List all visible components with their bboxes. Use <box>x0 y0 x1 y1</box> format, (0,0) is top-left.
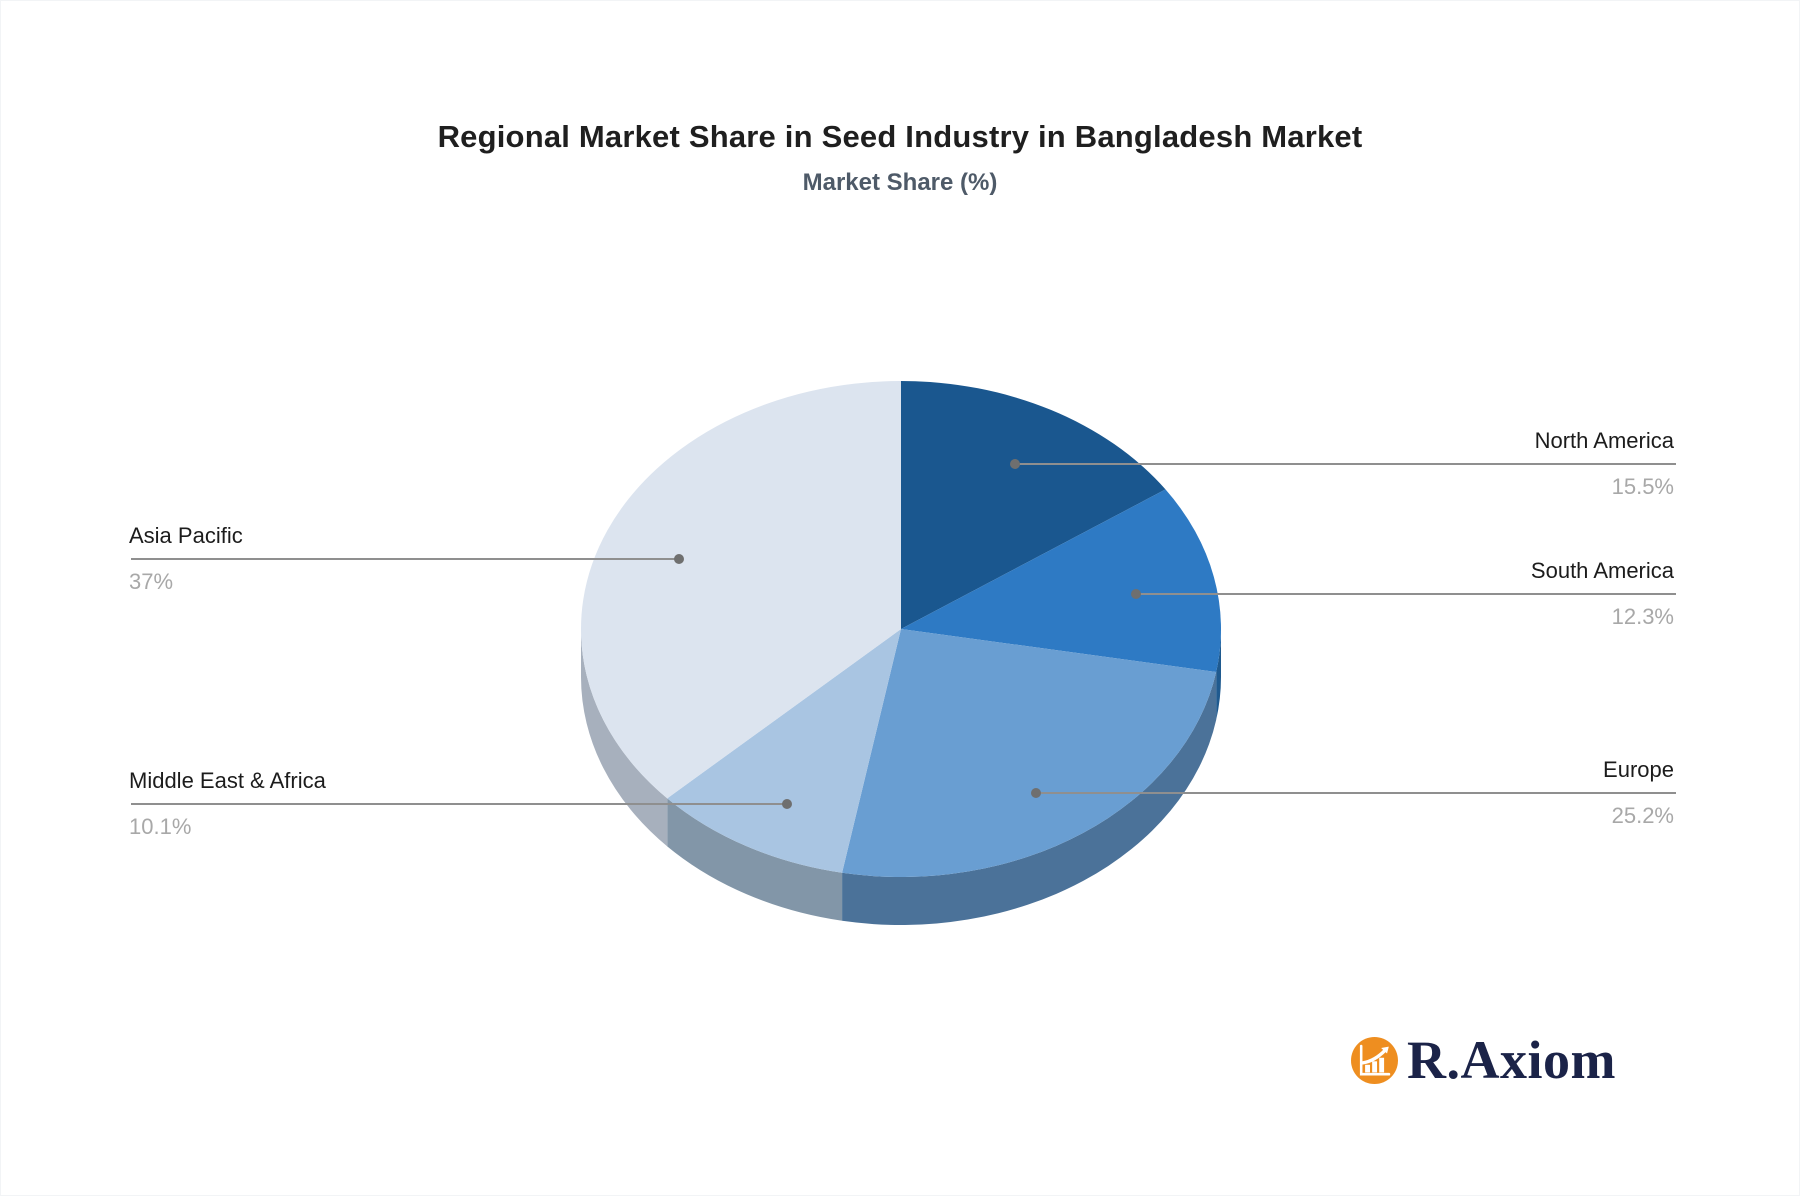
callout-dot-middle-east-africa <box>782 799 792 809</box>
pie-slice-south-america[interactable] <box>901 489 1222 672</box>
pie-slice-side-south-america <box>1216 629 1221 720</box>
pie-slice-side-europe <box>842 671 1217 926</box>
callout-value-north-america: 15.5% <box>1611 474 1674 499</box>
callout-dot-north-america <box>1010 459 1020 469</box>
bar-chart-growth-icon <box>1351 1037 1398 1084</box>
pie-slice-europe[interactable] <box>842 629 1217 878</box>
chart-subtitle: Market Share (%) <box>802 169 998 196</box>
chart-title: Regional Market Share in Seed Industry i… <box>437 119 1363 154</box>
callout-value-middle-east-africa: 10.1% <box>129 814 192 839</box>
pie-slice-asia-pacific[interactable] <box>580 380 901 799</box>
callout-label-north-america: North America <box>1534 428 1674 453</box>
pie-slice-side-middle-east-africa <box>667 798 843 921</box>
brand-logo: R.Axiom <box>1351 1030 1616 1090</box>
brand-logo-text: R.Axiom <box>1407 1030 1616 1090</box>
pie-slice-north-america[interactable] <box>901 381 1166 629</box>
callout-label-europe: Europe <box>1603 757 1674 782</box>
callout-label-south-america: South America <box>1530 558 1674 583</box>
callout-dot-asia-pacific <box>674 554 684 564</box>
callout-label-asia-pacific: Asia Pacific <box>129 523 243 548</box>
callout-dot-south-america <box>1131 589 1141 599</box>
callout-value-asia-pacific: 37% <box>129 569 174 594</box>
callout-value-europe: 25.2% <box>1611 803 1674 828</box>
pie-slice-side-asia-pacific <box>581 629 668 847</box>
callout-dot-europe <box>1031 788 1041 798</box>
callout-value-south-america: 12.3% <box>1611 604 1674 629</box>
callout-label-middle-east-africa: Middle East & Africa <box>129 768 326 793</box>
pie-slice-middle-east-africa[interactable] <box>667 629 901 873</box>
